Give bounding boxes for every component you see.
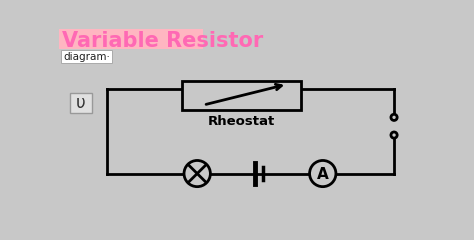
Circle shape xyxy=(391,132,397,138)
Text: Variable Resistor: Variable Resistor xyxy=(62,31,263,51)
Circle shape xyxy=(184,161,210,187)
Text: Rheostat: Rheostat xyxy=(208,115,275,128)
Bar xyxy=(182,81,301,110)
Text: diagram·: diagram· xyxy=(63,52,110,62)
Bar xyxy=(70,93,92,113)
Circle shape xyxy=(391,114,397,120)
Circle shape xyxy=(310,161,336,187)
Bar xyxy=(61,50,112,63)
Text: A: A xyxy=(317,167,328,182)
Text: υ: υ xyxy=(76,95,86,113)
Bar xyxy=(59,29,203,49)
